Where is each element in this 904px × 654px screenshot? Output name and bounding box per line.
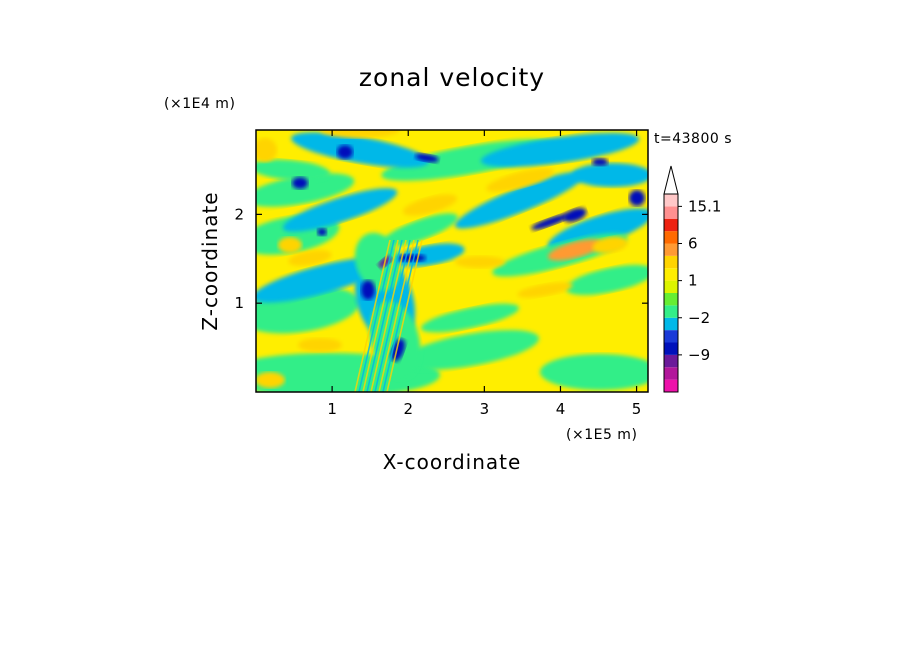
x-tick-label: 5 xyxy=(632,400,642,418)
colorbar-swatch xyxy=(664,317,678,331)
x-tick-label: 3 xyxy=(480,400,490,418)
colorbar-swatch xyxy=(664,367,678,380)
velocity-cell-orange xyxy=(320,130,400,138)
colorbar-swatch xyxy=(664,293,678,306)
colorbar-swatch xyxy=(664,194,678,207)
colorbar-swatch xyxy=(664,255,678,269)
colorbar-tick-label: 15.1 xyxy=(688,197,721,215)
colorbar-extend-arrow xyxy=(663,165,679,195)
velocity-cell-orange xyxy=(517,282,573,298)
wave-stripe xyxy=(370,239,407,392)
colorbar-swatch xyxy=(664,218,678,232)
velocity-field xyxy=(256,130,648,392)
velocity-cell-blue xyxy=(317,228,327,236)
velocity-cell-dorg xyxy=(547,239,603,261)
wave-stripe xyxy=(354,239,391,392)
colorbar-swatch xyxy=(664,268,678,281)
colorbar-tick-label: 1 xyxy=(688,272,698,290)
colorbar-tick-label: −9 xyxy=(688,346,710,364)
velocity-cell-orange xyxy=(288,250,332,266)
velocity-cell-green xyxy=(256,159,330,181)
colorbar-frame xyxy=(663,193,679,393)
velocity-cell-orange xyxy=(298,338,342,352)
x-tick-label: 4 xyxy=(556,400,566,418)
velocity-cell-orange xyxy=(592,236,628,254)
colorbar-swatch xyxy=(664,305,678,318)
x-tick-label: 2 xyxy=(403,400,413,418)
velocity-cell-blue xyxy=(592,158,608,166)
velocity-cell-orange xyxy=(402,194,458,216)
wave-stripe xyxy=(366,239,403,392)
wave-stripe xyxy=(378,239,415,392)
velocity-cell-blue xyxy=(531,214,569,230)
colorbar-tick-label: 6 xyxy=(688,235,698,253)
velocity-cell-blue xyxy=(629,190,645,206)
x-tick-label: 1 xyxy=(327,400,337,418)
velocity-cell-cyan xyxy=(572,163,648,187)
velocity-cell-orange xyxy=(486,168,554,192)
wave-stripe xyxy=(358,239,395,392)
colorbar-swatch xyxy=(664,330,678,343)
velocity-cell-orange xyxy=(455,256,505,268)
wave-stripe xyxy=(362,239,399,392)
velocity-cell-blue xyxy=(292,177,308,189)
velocity-cell-green xyxy=(256,173,355,207)
velocity-cell-cyan xyxy=(282,188,398,232)
colorbar-swatch xyxy=(664,379,678,392)
y-unit-label: (×1E4 m) xyxy=(164,96,235,112)
velocity-cell-green xyxy=(401,330,539,370)
x-unit-label: (×1E5 m) xyxy=(566,427,637,443)
velocity-cell-green xyxy=(565,264,648,296)
velocity-cell-cyan xyxy=(480,132,640,168)
velocity-cell-blue xyxy=(337,145,353,159)
y-tick-label: 2 xyxy=(234,205,244,223)
chart-title: zonal velocity xyxy=(359,63,545,92)
velocity-cell-green xyxy=(421,303,519,333)
colorbar-swatch xyxy=(664,354,678,368)
x-axis: 1 2 3 4 5 xyxy=(327,130,641,418)
wave-stripe xyxy=(386,239,423,392)
colorbar-swatch xyxy=(664,342,678,355)
velocity-cell-green xyxy=(540,354,648,390)
plot-frame xyxy=(255,129,649,393)
wave-stripe xyxy=(382,239,419,392)
time-label: t=43800 s xyxy=(654,131,732,147)
velocity-cell-blue xyxy=(415,153,439,163)
y-tick-label: 1 xyxy=(234,294,244,312)
colorbar: −9 −2 1 6 15.1 xyxy=(663,165,721,393)
x-axis-label: X-coordinate xyxy=(383,450,522,474)
velocity-cell-cyan xyxy=(454,171,586,229)
wave-stripe xyxy=(374,239,411,392)
velocity-cell-blue xyxy=(563,208,587,222)
velocity-cell-green xyxy=(382,213,458,247)
velocity-cell-orange xyxy=(256,372,285,388)
velocity-cell-orange xyxy=(256,138,277,162)
velocity-cell-orange xyxy=(278,237,302,253)
y-axis-label: Z-coordinate xyxy=(198,191,222,330)
colorbar-swatch xyxy=(664,231,678,244)
colorbar-tick-label: −2 xyxy=(688,309,710,327)
velocity-cell-cyan xyxy=(256,257,388,303)
y-axis: 12 xyxy=(234,205,648,312)
colorbar-swatch xyxy=(664,243,678,256)
velocity-cell-cyan xyxy=(291,132,429,168)
velocity-cell-blue xyxy=(361,280,375,300)
colorbar-swatch xyxy=(664,206,678,219)
plot-area xyxy=(256,130,648,392)
colorbar-swatch xyxy=(664,280,678,293)
